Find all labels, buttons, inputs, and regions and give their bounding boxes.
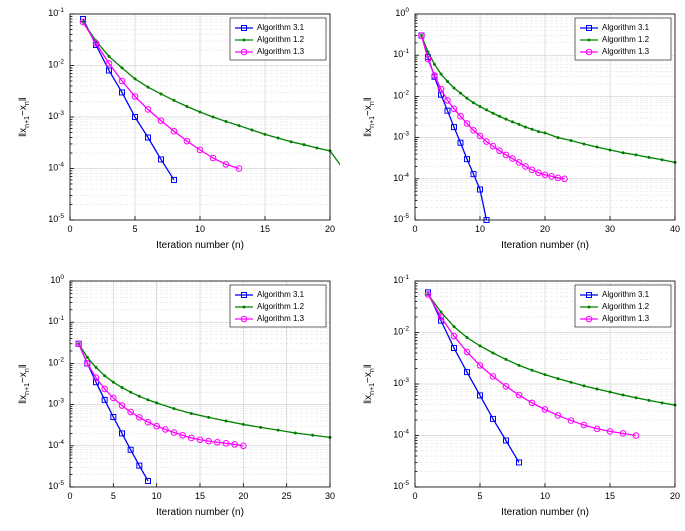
svg-text:10-3: 10-3 bbox=[48, 397, 64, 409]
panel-bottom-left: 10-5 10-4 10-3 10-2 10-1 100 0 5 10 15 20 25 30 Itera… bbox=[0, 267, 340, 529]
svg-text:10-3: 10-3 bbox=[393, 130, 409, 142]
svg-text:10: 10 bbox=[475, 224, 485, 234]
svg-text:20: 20 bbox=[670, 491, 680, 501]
legend-label-1: Algorithm 1.2 bbox=[257, 35, 305, 44]
svg-text:10-2: 10-2 bbox=[393, 89, 409, 101]
svg-text:0: 0 bbox=[67, 491, 72, 501]
svg-text:10-1: 10-1 bbox=[48, 315, 64, 327]
svg-text:20: 20 bbox=[238, 491, 248, 501]
svg-text:100: 100 bbox=[50, 274, 64, 286]
ylabel: ‖xn+1−xn‖ bbox=[363, 364, 376, 404]
svg-text:10-5: 10-5 bbox=[48, 480, 64, 492]
svg-text:0: 0 bbox=[67, 224, 72, 234]
figure-grid: 10-5 10-4 10-3 10-2 10-1 0 5 10 15 20 Iteration nu… bbox=[0, 0, 685, 531]
svg-text:25: 25 bbox=[282, 491, 292, 501]
xlabel: Iteration number (n) bbox=[501, 240, 589, 251]
svg-text:10-4: 10-4 bbox=[48, 161, 64, 173]
svg-text:10-5: 10-5 bbox=[393, 480, 409, 492]
svg-text:10-5: 10-5 bbox=[393, 213, 409, 225]
legend-label-0: Algorithm 3.1 bbox=[602, 290, 650, 299]
svg-text:10: 10 bbox=[152, 491, 162, 501]
svg-text:5: 5 bbox=[111, 491, 116, 501]
legend-label-2: Algorithm 1.3 bbox=[602, 47, 650, 56]
svg-text:10-3: 10-3 bbox=[393, 377, 409, 389]
series-markers-2 bbox=[76, 341, 246, 449]
legend-label-0: Algorithm 3.1 bbox=[257, 23, 305, 32]
legend-label-1: Algorithm 1.2 bbox=[257, 302, 305, 311]
xlabel: Iteration number (n) bbox=[501, 507, 589, 518]
series-group bbox=[419, 33, 677, 223]
svg-text:40: 40 bbox=[670, 224, 680, 234]
ylabel: ‖xn+1−xn‖ bbox=[18, 364, 31, 404]
svg-text:5: 5 bbox=[132, 224, 137, 234]
svg-text:10: 10 bbox=[540, 491, 550, 501]
legend-label-2: Algorithm 1.3 bbox=[257, 47, 305, 56]
svg-text:5: 5 bbox=[477, 491, 482, 501]
series-line-0 bbox=[422, 36, 487, 220]
panel-top-right: 10-5 10-4 10-3 10-2 10-1 100 0 10 20 30 40 Iteratio… bbox=[345, 0, 685, 262]
ylabel: ‖xn+1−xn‖ bbox=[18, 97, 31, 137]
svg-text:10-4: 10-4 bbox=[48, 439, 64, 451]
legend: Algorithm 3.1 Algorithm 1.2 Algorithm 1.3 bbox=[230, 18, 326, 60]
series-markers-1 bbox=[77, 342, 331, 439]
svg-text:10-5: 10-5 bbox=[48, 213, 64, 225]
svg-text:10-2: 10-2 bbox=[48, 58, 64, 70]
legend-label-0: Algorithm 3.1 bbox=[602, 23, 650, 32]
svg-text:10-4: 10-4 bbox=[393, 172, 409, 184]
svg-text:10-4: 10-4 bbox=[393, 428, 409, 440]
svg-text:10: 10 bbox=[195, 224, 205, 234]
svg-text:0: 0 bbox=[412, 224, 417, 234]
panel-top-left: 10-5 10-4 10-3 10-2 10-1 0 5 10 15 20 Iteration nu… bbox=[0, 0, 340, 262]
xlabel: Iteration number (n) bbox=[156, 240, 244, 251]
legend-label-0: Algorithm 3.1 bbox=[257, 290, 305, 299]
series-group bbox=[76, 341, 332, 484]
svg-text:10-1: 10-1 bbox=[393, 274, 409, 286]
svg-text:10-2: 10-2 bbox=[393, 325, 409, 337]
svg-text:15: 15 bbox=[605, 491, 615, 501]
legend-label-1: Algorithm 1.2 bbox=[602, 35, 650, 44]
series-line-2 bbox=[79, 344, 244, 446]
svg-text:10-3: 10-3 bbox=[48, 110, 64, 122]
legend: Algorithm 3.1 Algorithm 1.2 Algorithm 1.3 bbox=[575, 18, 671, 60]
svg-text:10-1: 10-1 bbox=[393, 48, 409, 60]
svg-text:10-2: 10-2 bbox=[48, 356, 64, 368]
xlabel: Iteration number (n) bbox=[156, 507, 244, 518]
svg-text:30: 30 bbox=[605, 224, 615, 234]
legend: Algorithm 3.1 Algorithm 1.2 Algorithm 1.3 bbox=[575, 285, 671, 327]
svg-text:20: 20 bbox=[325, 224, 335, 234]
svg-text:30: 30 bbox=[325, 491, 335, 501]
svg-text:15: 15 bbox=[260, 224, 270, 234]
legend-label-1: Algorithm 1.2 bbox=[602, 302, 650, 311]
svg-text:100: 100 bbox=[395, 7, 409, 19]
svg-text:15: 15 bbox=[195, 491, 205, 501]
panel-bottom-right: 10-5 10-4 10-3 10-2 10-1 0 5 10 15 20 Iteration nu… bbox=[345, 267, 685, 529]
legend-label-2: Algorithm 1.3 bbox=[257, 314, 305, 323]
ylabel: ‖xn+1−xn‖ bbox=[363, 97, 376, 137]
svg-text:10-1: 10-1 bbox=[48, 7, 64, 19]
legend: Algorithm 3.1 Algorithm 1.2 Algorithm 1.3 bbox=[230, 285, 326, 327]
svg-text:0: 0 bbox=[412, 491, 417, 501]
legend-label-2: Algorithm 1.3 bbox=[602, 314, 650, 323]
svg-text:20: 20 bbox=[540, 224, 550, 234]
